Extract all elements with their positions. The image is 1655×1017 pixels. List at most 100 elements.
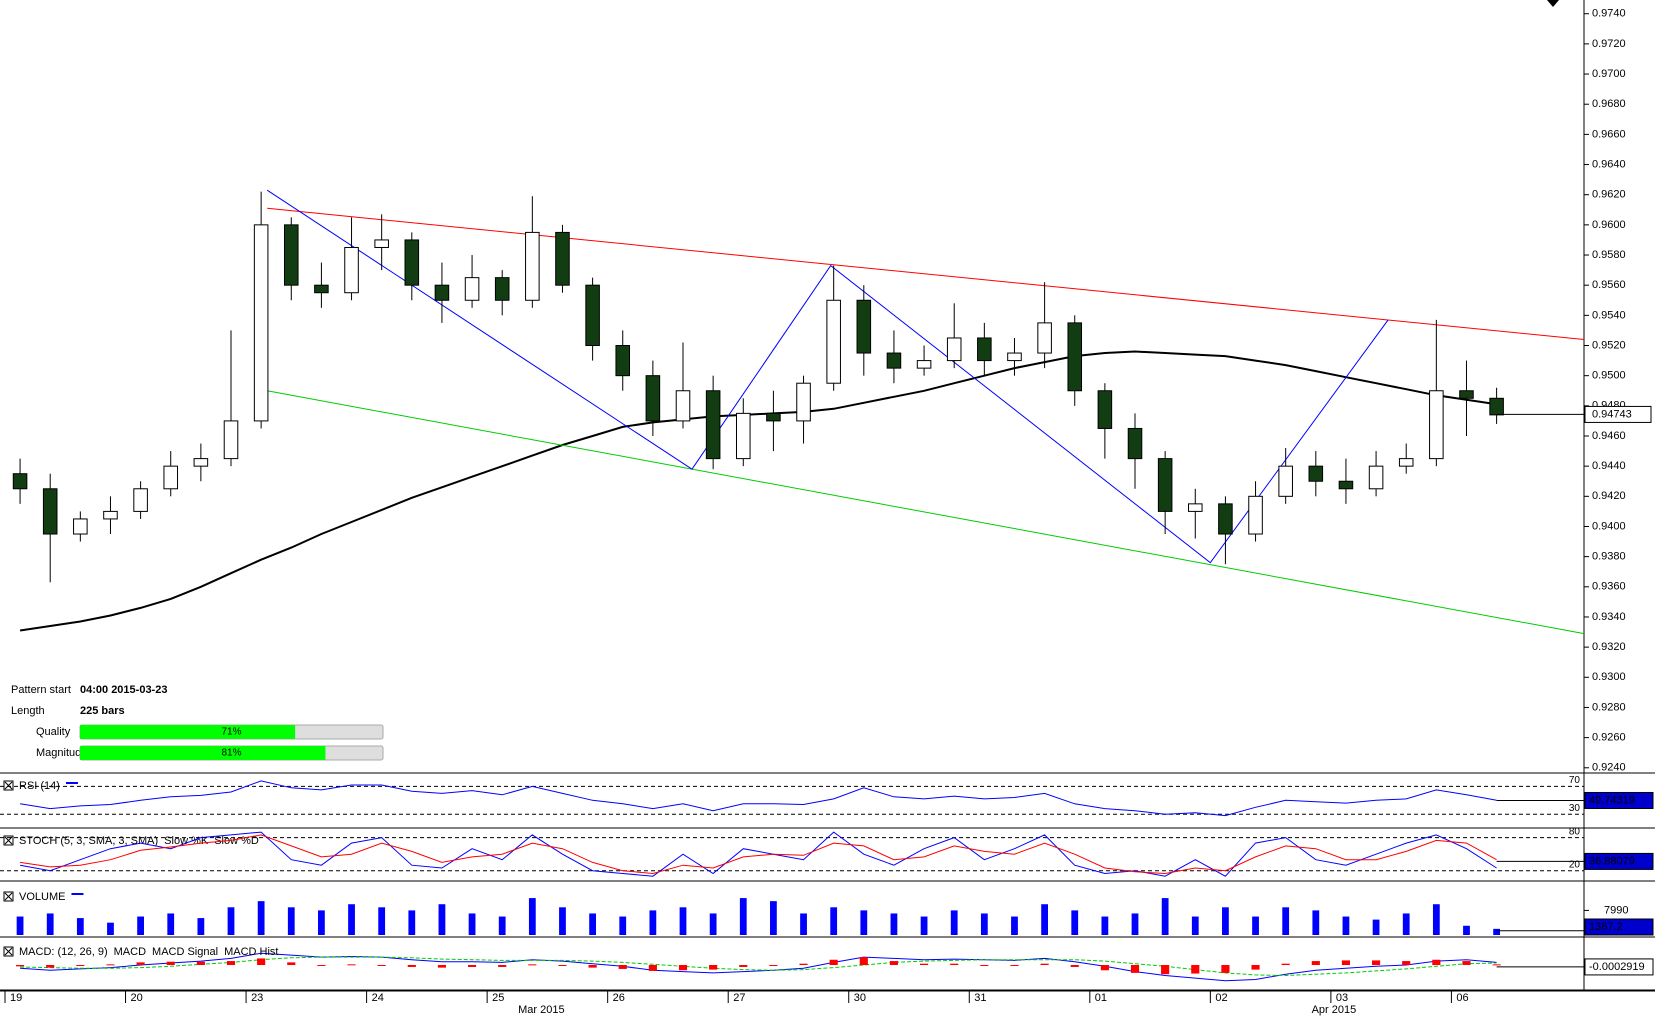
histogram-bar <box>226 961 236 965</box>
volume-bar <box>1041 904 1048 935</box>
histogram-bar <box>1341 960 1351 965</box>
volume-bar <box>438 904 446 935</box>
volume-bar <box>860 910 868 935</box>
y-tick-label: 0.9340 <box>1592 611 1626 623</box>
candle-body <box>1157 458 1173 512</box>
volume-bar <box>890 913 898 935</box>
y-tick-label: 0.9500 <box>1592 370 1626 382</box>
histogram-bar <box>769 965 778 966</box>
volume-bar <box>16 916 24 935</box>
month-label: Mar 2015 <box>518 1004 564 1016</box>
y-tick-label: 0.9380 <box>1592 551 1626 563</box>
volume-bar <box>1282 907 1290 935</box>
volume-bar <box>800 913 807 935</box>
y-tick-label: 0.9320 <box>1592 641 1626 653</box>
last-value-label: 1367.2 <box>1589 921 1623 933</box>
last-value-box <box>1584 958 1654 976</box>
histogram-bar <box>859 957 868 965</box>
candle-body <box>1278 465 1293 497</box>
candle-body <box>585 284 600 347</box>
histogram-bar <box>1311 961 1320 965</box>
indicator-line <box>20 956 1497 977</box>
volume-bar <box>619 916 627 935</box>
candle-body <box>1218 503 1233 535</box>
histogram-bar <box>437 965 447 968</box>
candle-body <box>344 246 359 294</box>
panel-title: VOLUME <box>19 891 65 903</box>
histogram-bar <box>709 965 718 970</box>
histogram-bar <box>678 965 688 971</box>
histogram-bar <box>1372 960 1381 965</box>
histogram-bar <box>829 959 838 965</box>
volume-bar <box>528 898 536 935</box>
volume-bar <box>498 916 506 935</box>
y-tick-label: 0.9360 <box>1592 581 1626 593</box>
y-tick-label: 0.9300 <box>1592 671 1626 683</box>
volume-bar <box>318 910 325 935</box>
indicator-line <box>20 834 1497 875</box>
y-tick-label: 0.9700 <box>1592 68 1626 80</box>
candle-body <box>1097 390 1113 429</box>
y-tick-label: 0.9600 <box>1592 219 1626 231</box>
histogram-bar <box>136 962 145 965</box>
pattern-label: Pattern start <box>11 684 71 696</box>
pattern-label: Length <box>11 705 45 717</box>
volume-bar <box>167 913 175 935</box>
histogram-bar <box>468 965 477 967</box>
candle-body <box>555 231 570 286</box>
x-tick-label: 03 <box>1336 992 1348 1004</box>
histogram-bar <box>1161 965 1170 975</box>
candle-body <box>796 382 811 422</box>
histogram-bar <box>1221 965 1230 973</box>
volume-bar <box>107 922 114 935</box>
histogram-bar <box>618 965 627 969</box>
histogram-bar <box>1130 965 1140 973</box>
candle-body <box>434 284 450 301</box>
histogram-bar <box>257 958 266 965</box>
candle-body <box>735 412 751 460</box>
y-tick-label: 0.9680 <box>1592 98 1626 110</box>
trend-line <box>267 207 1585 340</box>
volume-bar <box>1342 916 1350 935</box>
legend-entry: MACD Signal <box>152 946 218 958</box>
y-tick-label: 0.9740 <box>1592 8 1626 20</box>
panel-title: STOCH (5, 3, SMA, 3, SMA) <box>19 835 158 847</box>
histogram-bar <box>889 961 899 965</box>
last-value-box <box>1584 852 1654 870</box>
panel-toggle-x <box>4 947 13 956</box>
y-tick-label: 0.9620 <box>1592 189 1626 201</box>
candle-body <box>1489 397 1504 416</box>
histogram-bar <box>588 965 597 968</box>
panel-toggle-x <box>4 781 13 790</box>
volume-bar <box>649 910 657 935</box>
volume-bar <box>830 907 838 935</box>
month-label: Apr 2015 <box>1312 1004 1357 1016</box>
y-tick-label: 0.9720 <box>1592 38 1626 50</box>
candle-body <box>1007 352 1022 362</box>
candle-body <box>916 360 932 369</box>
candle-body <box>374 239 389 248</box>
last-value-label: 49.74319 <box>1589 794 1635 806</box>
volume-bar <box>227 907 235 935</box>
y-tick-label: 0.9440 <box>1592 460 1626 472</box>
pattern-bar <box>80 746 326 760</box>
level-label: 20 <box>1569 859 1581 870</box>
candle-body <box>615 345 631 377</box>
volume-bar <box>1372 919 1380 935</box>
trend-line <box>267 390 1585 635</box>
histogram-bar <box>950 963 959 965</box>
histogram-bar <box>498 965 507 967</box>
histogram-bar <box>528 964 537 966</box>
volume-bar <box>950 910 958 935</box>
volume-bar <box>770 901 777 935</box>
candle-body <box>1187 503 1203 512</box>
level-label: 30 <box>1569 803 1581 814</box>
x-tick-label: 24 <box>372 992 384 1004</box>
candle-body <box>766 412 781 422</box>
candle-body <box>133 488 148 512</box>
candle-body <box>73 518 88 535</box>
candle-body <box>1429 390 1444 460</box>
y-tick-label: 0.9660 <box>1592 128 1626 140</box>
candle-body <box>253 224 269 422</box>
legend-entry: MACD <box>114 946 146 958</box>
